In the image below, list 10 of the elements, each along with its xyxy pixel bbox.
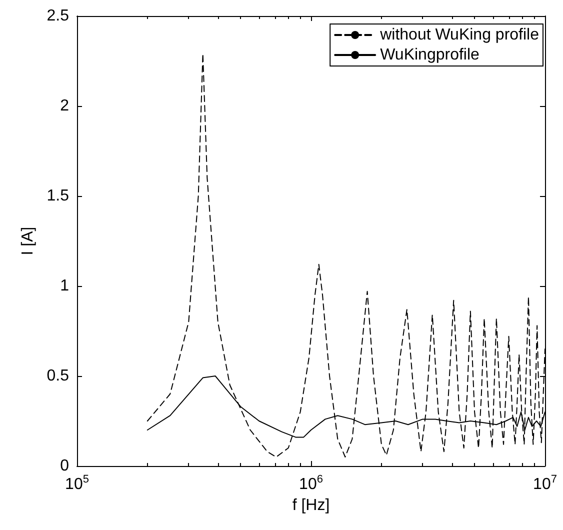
- y-tick-label: 0: [60, 458, 70, 474]
- y-tick-label: 2: [60, 98, 70, 114]
- x-axis-title: f [Hz]: [292, 496, 330, 514]
- legend-label: WuKingprofile: [380, 46, 480, 64]
- y-tick-label: 1.5: [46, 188, 70, 204]
- y-tick-label: 1: [60, 278, 70, 294]
- y-tick-label: 2.5: [46, 8, 70, 24]
- legend-label: without WuKing profile: [379, 26, 540, 44]
- y-tick-label: 0.5: [46, 368, 70, 384]
- y-axis-title: I [A]: [19, 226, 36, 256]
